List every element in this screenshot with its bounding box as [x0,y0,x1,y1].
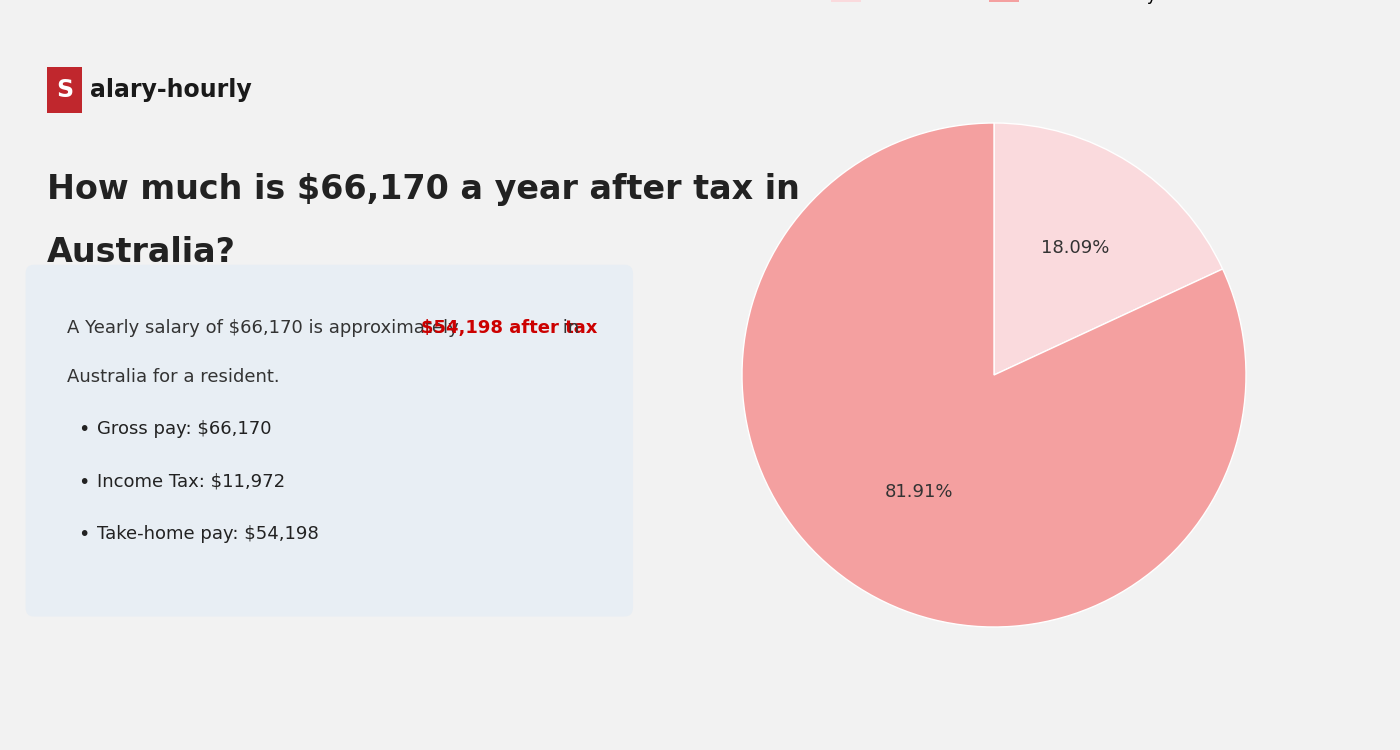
Text: S: S [56,78,73,102]
Text: alary-hourly: alary-hourly [90,78,252,102]
Text: How much is $66,170 a year after tax in: How much is $66,170 a year after tax in [48,172,799,206]
Text: Take-home pay: $54,198: Take-home pay: $54,198 [98,525,319,543]
Text: 18.09%: 18.09% [1042,238,1110,256]
Text: Gross pay: $66,170: Gross pay: $66,170 [98,420,272,438]
FancyBboxPatch shape [48,67,83,113]
FancyBboxPatch shape [25,265,633,616]
Wedge shape [742,123,1246,627]
Text: Australia?: Australia? [48,236,237,269]
Legend: Income Tax, Take-home Pay: Income Tax, Take-home Pay [832,0,1156,4]
Text: 81.91%: 81.91% [885,483,953,501]
Text: $54,198 after tax: $54,198 after tax [420,319,596,337]
Text: in: in [557,319,580,337]
Text: A Yearly salary of $66,170 is approximately: A Yearly salary of $66,170 is approximat… [67,319,465,337]
Text: •: • [78,420,90,439]
Text: •: • [78,472,90,491]
Text: Income Tax: $11,972: Income Tax: $11,972 [98,472,286,490]
Text: Australia for a resident.: Australia for a resident. [67,368,280,386]
Wedge shape [994,123,1222,375]
Text: •: • [78,525,90,544]
